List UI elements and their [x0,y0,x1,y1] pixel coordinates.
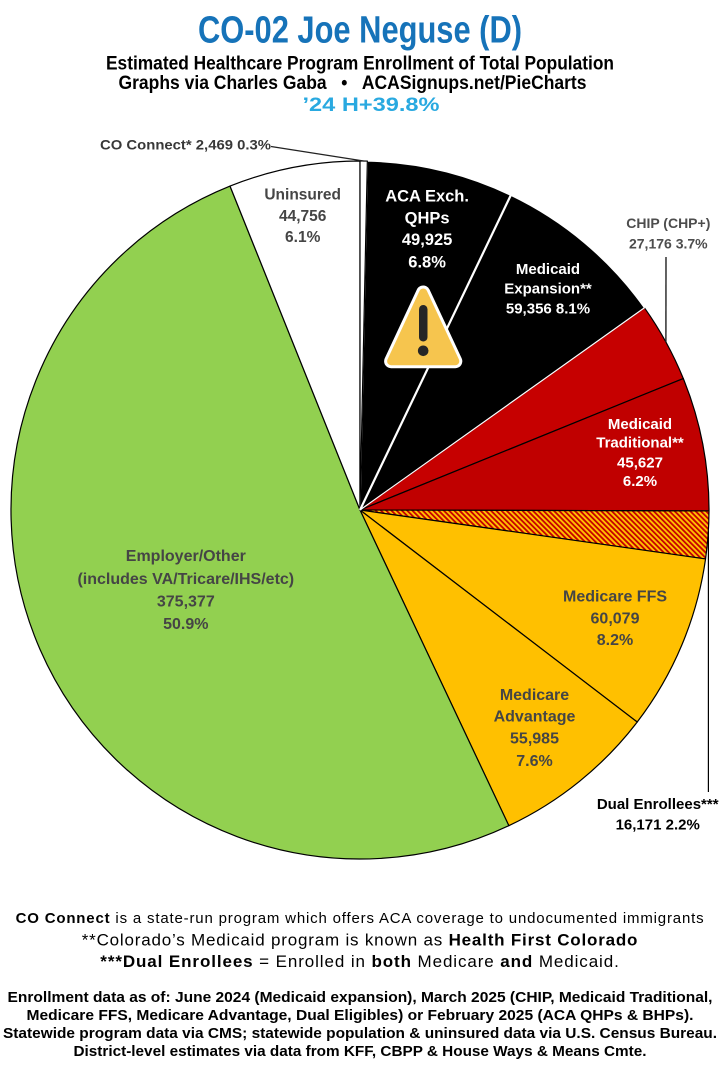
svg-text:ACA Exch.: ACA Exch. [385,188,469,206]
svg-text:QHPs: QHPs [405,209,450,227]
svg-text:59,356 8.1%: 59,356 8.1% [506,300,590,317]
svg-text:50.9%: 50.9% [163,616,208,633]
svg-text:8.2%: 8.2% [597,632,633,649]
svg-text:CHIP (CHP+): CHIP (CHP+) [626,215,710,231]
svg-text:49,925: 49,925 [402,231,452,249]
svg-text:’24 H+39.8%: ’24 H+39.8% [303,95,440,116]
svg-text:Medicare FFS: Medicare FFS [563,588,667,605]
svg-text:Graphs via Charles Gaba •: Graphs via Charles Gaba • ACASignups.net… [119,73,587,94]
svg-text:Employer/Other: Employer/Other [126,548,246,565]
svg-text:CO Connect is a state-run prog: CO Connect is a state-run program which … [16,910,705,927]
svg-text:60,079: 60,079 [591,611,640,628]
svg-text:Advantage: Advantage [494,709,576,726]
svg-text:(includes VA/Tricare/IHS/etc): (includes VA/Tricare/IHS/etc) [77,571,294,588]
svg-text:7.6%: 7.6% [516,753,552,770]
svg-text:27,176 3.7%: 27,176 3.7% [629,235,708,251]
svg-text:Statewide program data via CMS: Statewide program data via CMS; statewid… [3,1026,717,1042]
svg-text:Expansion**: Expansion** [504,280,592,297]
svg-text:6.1%: 6.1% [285,229,321,246]
svg-text:Medicare: Medicare [500,687,569,704]
svg-text:Dual Enrollees***: Dual Enrollees*** [597,796,719,813]
svg-text:375,377: 375,377 [157,594,215,611]
svg-text:***Dual Enrollees = Enrolled i: ***Dual Enrollees = Enrolled in both Med… [100,952,619,971]
svg-text:6.8%: 6.8% [408,254,446,272]
svg-text:**Colorado’s Medicaid program: **Colorado’s Medicaid program is known a… [82,931,639,950]
svg-text:Uninsured: Uninsured [264,187,341,204]
svg-text:CO Connect* 2,469 0.3%: CO Connect* 2,469 0.3% [100,137,272,153]
svg-text:Medicaid: Medicaid [608,416,672,433]
svg-text:Medicare FFS, Medicare Advanta: Medicare FFS, Medicare Advantage, Dual E… [27,1008,694,1024]
svg-text:CO-02 Joe Neguse (D): CO-02 Joe Neguse (D) [198,10,522,52]
svg-text:Medicaid: Medicaid [516,261,580,278]
svg-text:District-level estimates via d: District-level estimates via data from K… [74,1044,647,1060]
svg-text:44,756: 44,756 [279,208,327,225]
svg-text:Enrollment data as of: June 20: Enrollment data as of: June 2024 (Medica… [8,990,713,1006]
svg-text:55,985: 55,985 [510,731,559,748]
svg-text:Traditional**: Traditional** [596,435,684,452]
svg-text:6.2%: 6.2% [623,473,657,490]
svg-text:45,627: 45,627 [617,455,663,472]
svg-text:16,171 2.2%: 16,171 2.2% [616,817,700,834]
svg-text:Estimated Healthcare Program E: Estimated Healthcare Program Enrollment … [106,54,614,75]
